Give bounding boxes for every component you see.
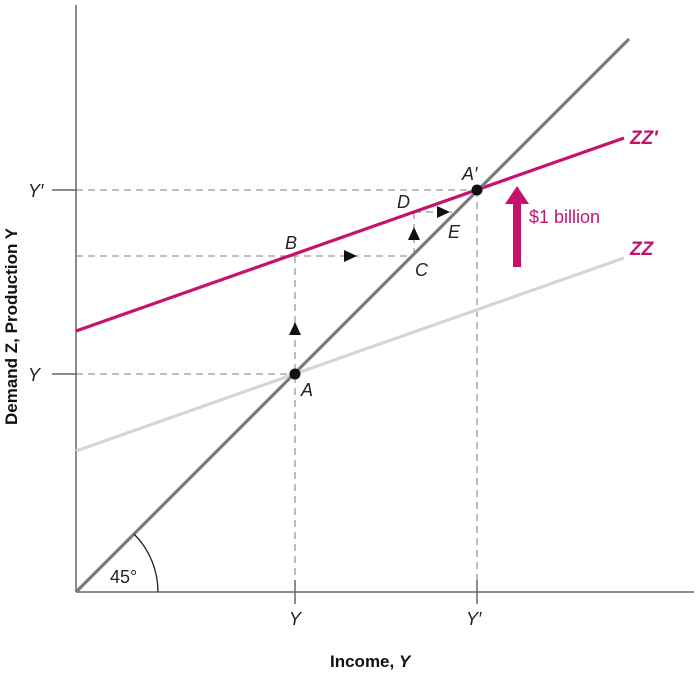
y-tick-label-y: Y — [28, 365, 42, 385]
forty-five-degree-line — [76, 39, 629, 592]
zz-line — [76, 258, 624, 451]
shift-arrow-shaft — [513, 203, 521, 267]
arrow-up-c-to-d — [408, 227, 420, 240]
label-e: E — [448, 222, 461, 242]
angle-label: 45° — [110, 567, 137, 587]
shift-arrow-head — [505, 186, 529, 204]
label-zz-prime: ZZ′ — [629, 128, 659, 149]
x-axis-title: Income, Y — [330, 652, 412, 671]
angle-arc — [134, 534, 158, 592]
x-tick-label-y: Y — [289, 609, 303, 629]
zz-prime-line — [76, 138, 624, 331]
label-a: A — [300, 380, 313, 400]
arrow-right-d-to-e — [437, 206, 450, 218]
x-tick-label-y-prime: Y′ — [466, 609, 482, 629]
x-axis-title-var: Y — [399, 652, 412, 671]
arrow-up-a-to-b — [289, 322, 301, 335]
label-zz: ZZ — [629, 239, 655, 260]
label-a-prime: A′ — [461, 164, 478, 184]
y-axis-title: Demand Z, Production Y — [2, 227, 21, 425]
label-d: D — [397, 192, 410, 212]
label-b: B — [285, 233, 297, 253]
shift-arrow — [505, 186, 529, 267]
point-a-dot — [290, 369, 301, 380]
dashed-guides — [76, 190, 477, 580]
label-c: C — [415, 260, 429, 280]
arrow-right-b-to-c — [344, 250, 357, 262]
y-tick-label-y-prime: Y′ — [28, 181, 44, 201]
point-a-prime-dot — [472, 185, 483, 196]
label-shift: $1 billion — [529, 207, 600, 227]
x-axis-title-text: Income, — [330, 652, 399, 671]
